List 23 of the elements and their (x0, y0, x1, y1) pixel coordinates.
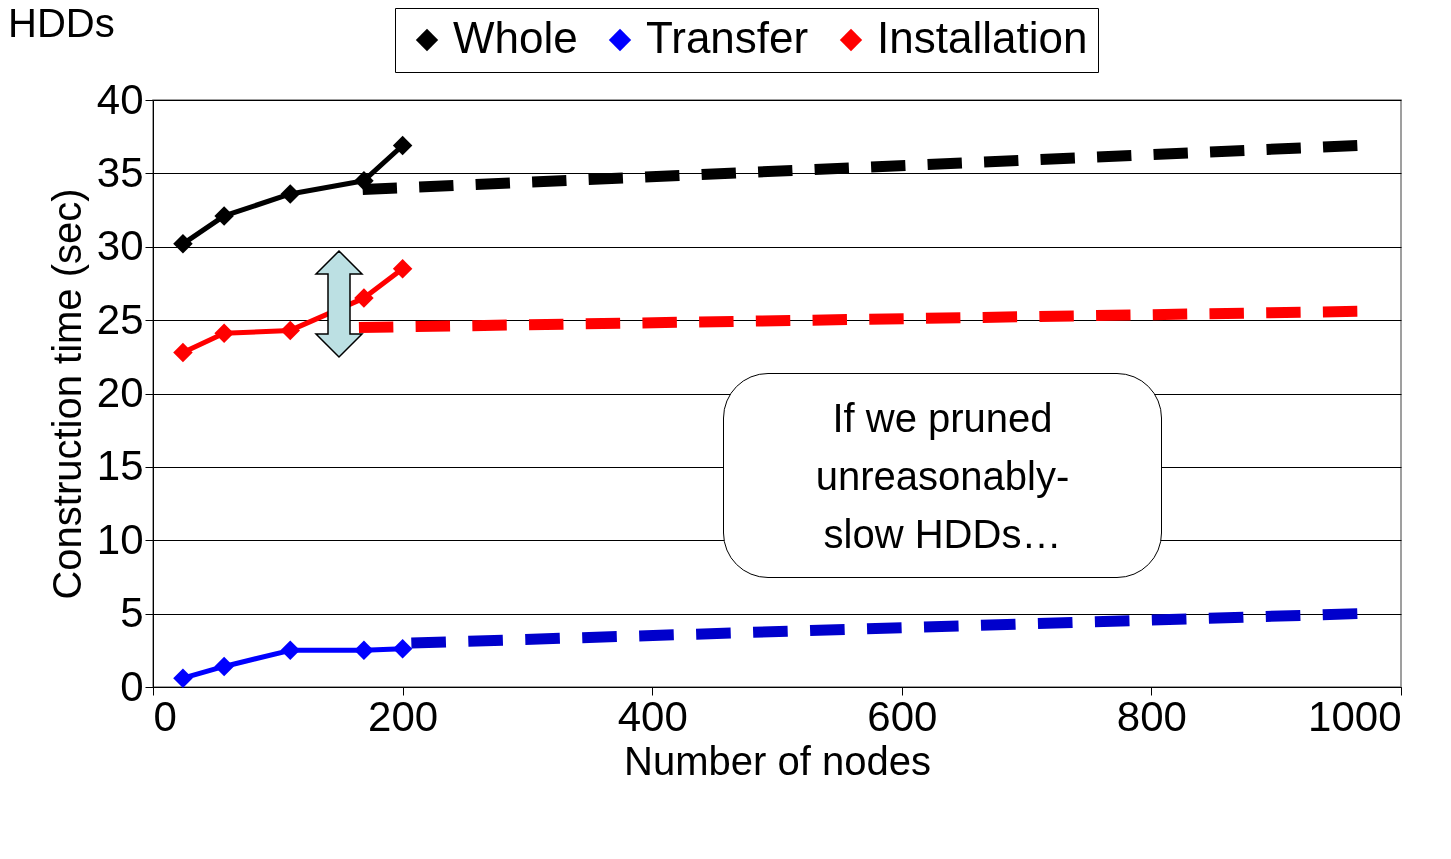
y-tick-label: 40 (96, 75, 144, 123)
y-tick-label: 5 (120, 589, 144, 637)
y-tick-label: 10 (96, 515, 144, 563)
x-tick-label: 400 (617, 692, 688, 740)
legend-label: Transfer (646, 13, 809, 62)
text: HDDs (8, 1, 115, 45)
y-tick-label: 35 (96, 148, 144, 196)
annotation: If we pruned unreasonably- slow HDDs… (815, 394, 1070, 558)
speech-bubble: If we pruned unreasonably- slow HDDs… (723, 373, 1162, 578)
y-axis-title: Construction time (sec) (44, 188, 89, 600)
x-tick-label: 0 (153, 692, 177, 740)
y-tick-label: 0 (120, 662, 144, 710)
y-tick-label: 15 (96, 442, 144, 490)
x-tick-label: 600 (867, 692, 938, 740)
x-tick-label: 1000 (1308, 692, 1402, 740)
x-tick-label: 200 (368, 692, 439, 740)
y-tick-label: 20 (96, 369, 144, 416)
x-axis-title: Number of nodes (624, 738, 931, 783)
legend-label: Installation (877, 13, 1088, 62)
y-tick-label: 25 (96, 295, 144, 343)
y-tick-label: 30 (96, 222, 144, 270)
x-tick-label: 800 (1116, 692, 1187, 740)
legend-label: Whole (453, 13, 578, 62)
